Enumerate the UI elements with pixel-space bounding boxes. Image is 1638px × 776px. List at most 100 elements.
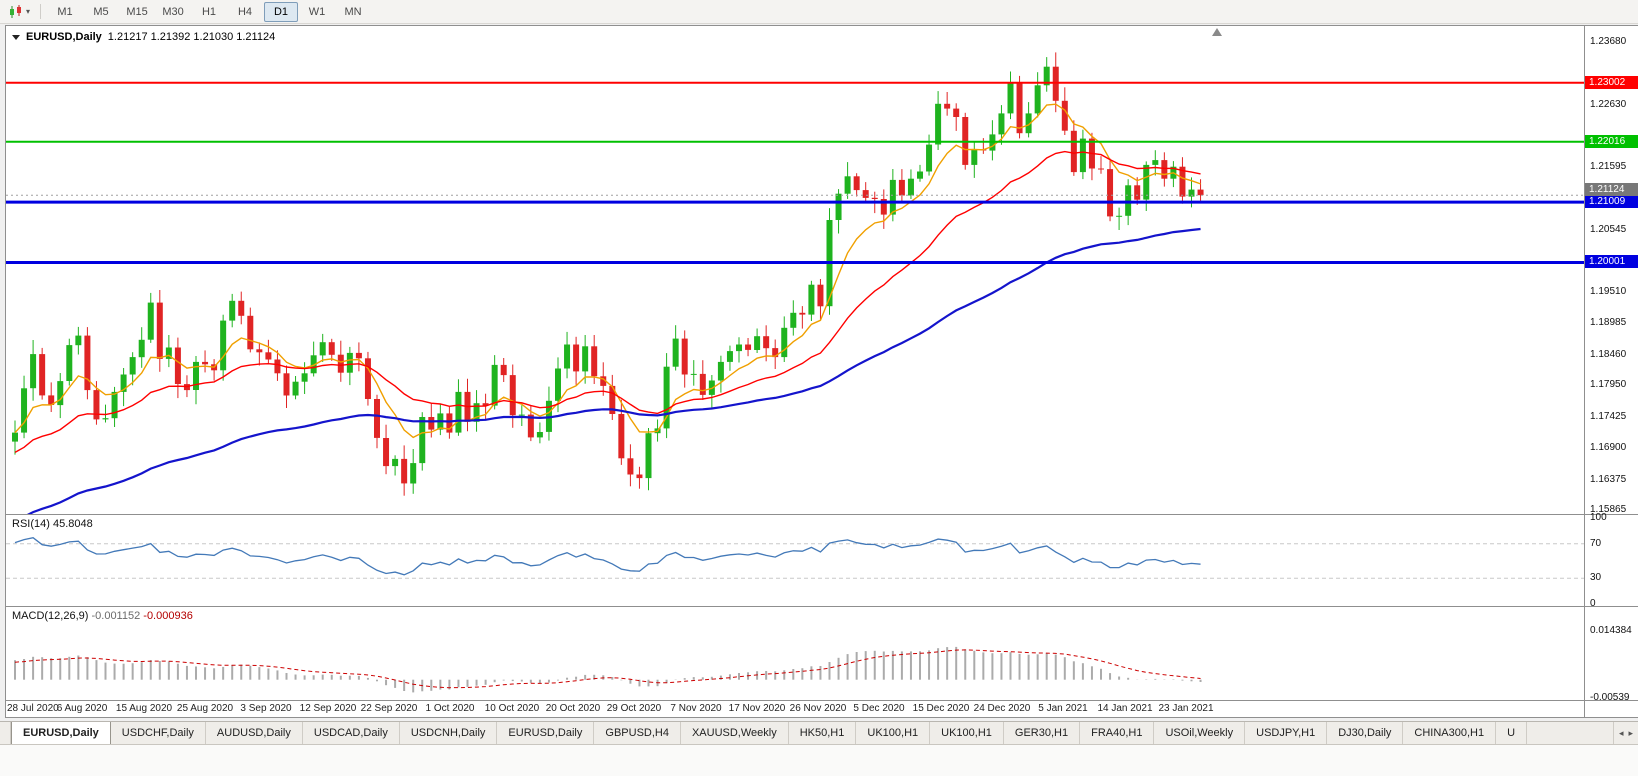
price-axis-tick: 1.16375 bbox=[1590, 474, 1627, 485]
date-axis-label: 24 Dec 2020 bbox=[973, 703, 1031, 714]
chart-tabs-bar: EURUSD,Daily USDCHF,Daily AUDUSD,Daily USDC… bbox=[0, 721, 1638, 745]
date-axis-label: 23 Jan 2021 bbox=[1158, 703, 1214, 714]
date-axis-label: 6 Aug 2020 bbox=[56, 703, 108, 714]
timeframe-button-M1[interactable]: M1 bbox=[57, 5, 73, 18]
chart-tab-9[interactable]: UK100,H1 bbox=[856, 722, 931, 744]
timeframe-button-MN[interactable]: MN bbox=[344, 5, 362, 18]
price-axis-border bbox=[1584, 26, 1585, 717]
price-axis-tick: 1.18460 bbox=[1590, 349, 1627, 360]
chart-tab-14[interactable]: USDJPY,H1 bbox=[1245, 722, 1328, 744]
timeframe-button-H1[interactable]: H1 bbox=[201, 5, 217, 18]
date-axis-label: 12 Sep 2020 bbox=[299, 703, 357, 714]
ma-slow-line bbox=[26, 227, 1201, 514]
hline-price-label: 1.23002 bbox=[1585, 76, 1638, 89]
toolbar-separator bbox=[40, 4, 42, 19]
macd-histogram bbox=[14, 646, 1202, 693]
macd-name: MACD(12,26,9) bbox=[12, 610, 89, 622]
toolbar-caret-icon: ▾ bbox=[26, 7, 31, 16]
date-axis-label: 29 Oct 2020 bbox=[606, 703, 662, 714]
price-axis-tick: 1.17425 bbox=[1590, 411, 1627, 422]
pane-splitter[interactable] bbox=[6, 514, 1638, 515]
tabs-scroll-right-icon[interactable]: ▸ bbox=[1628, 727, 1633, 738]
chart-tab-13[interactable]: USOil,Weekly bbox=[1154, 722, 1246, 744]
chart-shift-marker[interactable] bbox=[1212, 28, 1222, 36]
macd-axis-tick: 0.014384 bbox=[1590, 625, 1632, 636]
macd-axis-tick: -0.00539 bbox=[1590, 692, 1630, 703]
ma-mid-line bbox=[14, 150, 1201, 454]
rsi-pane[interactable] bbox=[6, 516, 1584, 606]
current-price-label: 1.21124 bbox=[1585, 183, 1638, 196]
chart-marker-icon[interactable] bbox=[12, 34, 20, 40]
timeframe-toolbar: ▾ M1 M5 M15 M30 H1 H4 D1 W1 MN bbox=[0, 0, 1638, 24]
price-axis-tick: 1.17950 bbox=[1590, 379, 1627, 390]
price-chart-pane[interactable] bbox=[6, 26, 1584, 514]
chart-tab-1[interactable]: USDCHF,Daily bbox=[111, 722, 206, 744]
date-axis-label: 1 Oct 2020 bbox=[425, 703, 475, 714]
chart-tab-7[interactable]: XAUUSD,Weekly bbox=[681, 722, 789, 744]
chart-ohlc-values: 1.21217 1.21392 1.21030 1.21124 bbox=[107, 31, 276, 43]
timeframe-button-M30[interactable]: M30 bbox=[162, 5, 184, 18]
timeframe-button-W1[interactable]: W1 bbox=[308, 5, 326, 18]
rsi-axis-tick: 100 bbox=[1590, 512, 1607, 523]
candlestick-chart-icon bbox=[10, 4, 21, 18]
chart-tab-2[interactable]: AUDUSD,Daily bbox=[206, 722, 303, 744]
macd-pane[interactable] bbox=[6, 608, 1584, 700]
date-axis-label: 10 Oct 2020 bbox=[484, 703, 540, 714]
rsi-name: RSI(14) bbox=[12, 518, 50, 530]
price-axis-tick: 1.20545 bbox=[1590, 224, 1627, 235]
macd-label: MACD(12,26,9) -0.001152 -0.000936 bbox=[12, 610, 193, 622]
price-axis-tick: 1.21595 bbox=[1590, 161, 1627, 172]
status-strip bbox=[0, 744, 1638, 776]
chart-tab-12[interactable]: FRA40,H1 bbox=[1080, 722, 1155, 744]
chart-tab-10[interactable]: UK100,H1 bbox=[930, 722, 1004, 744]
chart-tab-0[interactable]: EURUSD,Daily bbox=[11, 722, 111, 744]
price-axis-tick: 1.18985 bbox=[1590, 317, 1627, 328]
tab-strip-corner bbox=[0, 722, 11, 744]
chart-symbol-label: EURUSD,Daily bbox=[26, 31, 102, 43]
ma-fast-line bbox=[14, 103, 1201, 439]
timeframe-button-D1[interactable]: D1 bbox=[264, 1, 299, 22]
tabs-scroll-left-icon[interactable]: ◂ bbox=[1618, 727, 1624, 738]
date-axis-label: 20 Oct 2020 bbox=[545, 703, 601, 714]
chart-tab-16[interactable]: CHINA300,H1 bbox=[1403, 722, 1497, 744]
rsi-line bbox=[14, 537, 1201, 576]
date-axis-label: 17 Nov 2020 bbox=[728, 703, 786, 714]
chart-tab-17[interactable]: U bbox=[1496, 722, 1528, 744]
rsi-axis-tick: 0 bbox=[1590, 598, 1596, 609]
timeframe-button-M15[interactable]: M15 bbox=[126, 5, 148, 18]
rsi-axis-tick: 30 bbox=[1590, 572, 1602, 583]
date-axis-label: 25 Aug 2020 bbox=[176, 703, 234, 714]
timeframe-button-M5[interactable]: M5 bbox=[93, 5, 109, 18]
date-axis-label: 3 Sep 2020 bbox=[240, 703, 292, 714]
macd-main-value: -0.001152 bbox=[91, 610, 141, 622]
chart-tab-6[interactable]: GBPUSD,H4 bbox=[594, 722, 681, 744]
chart-tab-15[interactable]: DJ30,Daily bbox=[1327, 722, 1404, 744]
price-axis-tick: 1.15865 bbox=[1590, 504, 1627, 515]
price-axis-tick: 1.23680 bbox=[1590, 36, 1627, 47]
pane-splitter[interactable] bbox=[6, 606, 1638, 607]
date-axis-label: 26 Nov 2020 bbox=[789, 703, 847, 714]
date-axis-label: 22 Sep 2020 bbox=[360, 703, 418, 714]
timeframe-button-H4[interactable]: H4 bbox=[237, 5, 253, 18]
date-axis-label: 5 Jan 2021 bbox=[1038, 703, 1088, 714]
chart-tab-5[interactable]: EURUSD,Daily bbox=[497, 722, 595, 744]
date-axis-label: 14 Jan 2021 bbox=[1097, 703, 1153, 714]
date-axis-label: 15 Dec 2020 bbox=[912, 703, 970, 714]
rsi-label: RSI(14) 45.8048 bbox=[12, 518, 93, 530]
date-axis-label: 28 Jul 2020 bbox=[7, 703, 59, 714]
chart-tab-4[interactable]: USDCNH,Daily bbox=[400, 722, 498, 744]
date-axis-line bbox=[6, 700, 1638, 701]
chart-title: EURUSD,Daily 1.21217 1.21392 1.21030 1.2… bbox=[12, 31, 275, 43]
hline-price-label: 1.20001 bbox=[1585, 255, 1638, 268]
price-axis-tick: 1.19510 bbox=[1590, 286, 1627, 297]
macd-signal-line bbox=[14, 649, 1201, 689]
chart-tab-8[interactable]: HK50,H1 bbox=[789, 722, 857, 744]
macd-signal-value: -0.000936 bbox=[143, 610, 193, 622]
chart-tab-11[interactable]: GER30,H1 bbox=[1004, 722, 1081, 744]
tab-scroll-controls: ◂ ▸ bbox=[1612, 722, 1638, 744]
chart-tab-3[interactable]: USDCAD,Daily bbox=[303, 722, 400, 744]
timeframe-buttons: M1 M5 M15 M30 H1 H4 D1 W1 MN bbox=[47, 1, 371, 22]
hline-price-label: 1.21009 bbox=[1585, 195, 1638, 208]
chart-type-icon[interactable]: ▾ bbox=[4, 2, 34, 22]
chart-tabs: EURUSD,Daily USDCHF,Daily AUDUSD,Daily USDC… bbox=[11, 722, 1528, 744]
